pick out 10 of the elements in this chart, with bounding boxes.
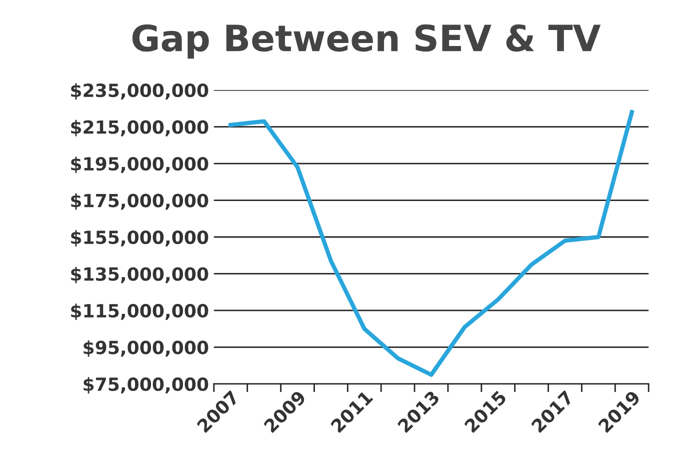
y-tick-label: $135,000,000 [71, 266, 208, 284]
y-tick-label: $235,000,000 [71, 83, 208, 100]
chart-title: Gap Between SEV & TV [132, 24, 601, 59]
y-tick-label: $175,000,000 [71, 193, 208, 210]
y-tick-label: $115,000,000 [71, 304, 208, 320]
y-tick-label: $215,000,000 [71, 120, 208, 136]
y-tick-label: $95,000,000 [84, 340, 208, 357]
y-tick-label: $155,000,000 [71, 230, 208, 247]
line-series [228, 110, 634, 377]
y-tick-label: $195,000,000 [71, 156, 208, 174]
